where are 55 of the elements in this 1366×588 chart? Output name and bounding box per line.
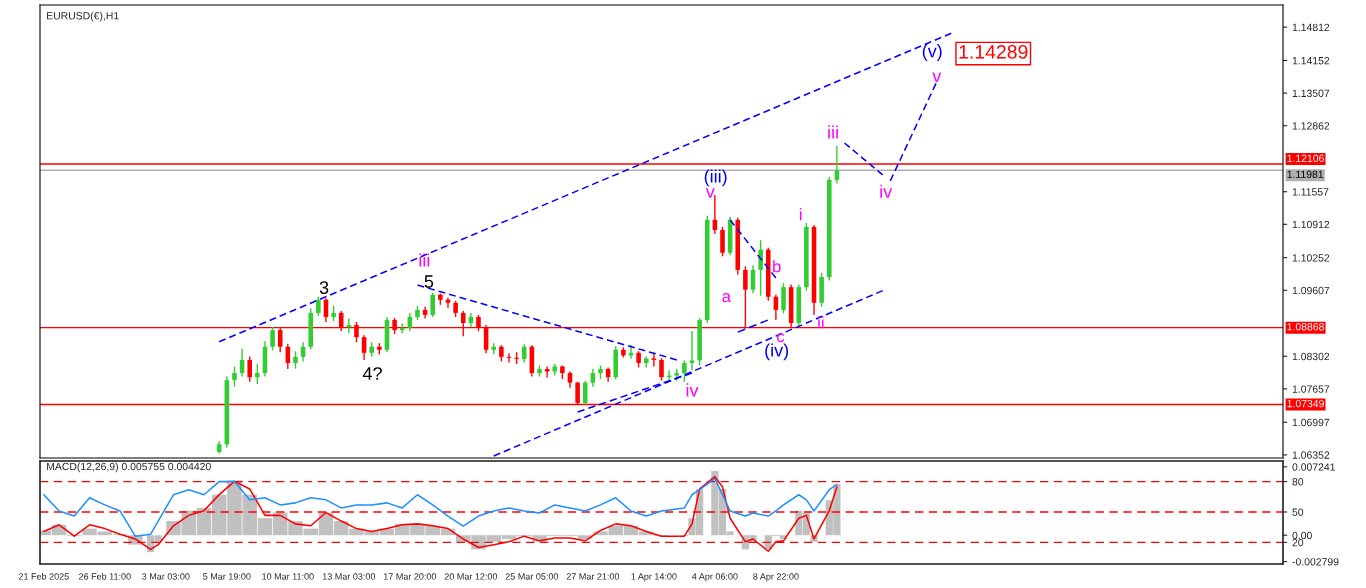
annotation: iv [880, 184, 893, 198]
x-tick-label: 3 Mar 03:00 [142, 573, 190, 580]
y-tick-label: 1.12862 [1292, 122, 1330, 130]
y2-tick-label: 20 [1292, 538, 1304, 547]
text: EURUSD(€),H1 [47, 11, 119, 22]
chart-title: MACD(12,26,9) 0.005755 0.004420 [47, 462, 211, 473]
annotation: 3 [319, 281, 329, 294]
y-tick-label: 1.11557 [1292, 188, 1329, 196]
x-tick-label: 4 Apr 06:00 [692, 573, 738, 582]
annotation: (iii) [704, 169, 727, 187]
y-tick-label: 1.08302 [1292, 352, 1330, 361]
y-tick-label: 1.09607 [1292, 286, 1330, 295]
annotation: 5 [424, 275, 434, 288]
ref-line-label: 1.11981 [1287, 170, 1324, 178]
annotation: ii [818, 316, 824, 329]
y-tick-label: 1.06352 [1292, 451, 1330, 459]
ref-line-label: 1.07349 [1287, 399, 1324, 408]
y-tick-label: 1.10252 [1292, 254, 1330, 262]
x-tick-label: 25 Mar 05:00 [505, 573, 559, 580]
y-tick-label: 1.10912 [1292, 220, 1330, 229]
annotation: c [777, 333, 785, 343]
annotation: v [705, 188, 715, 198]
x-tick-label: 8 Apr 22:00 [753, 573, 799, 582]
annotation: b [773, 260, 781, 273]
annotation: (iv) [765, 343, 789, 361]
x-tick-label: 20 Mar 12:00 [444, 573, 498, 580]
x-tick-label: 5 Mar 19:00 [203, 573, 251, 580]
y-tick-label: -0.002799 [1292, 558, 1339, 566]
y-tick-label: 1.07657 [1292, 385, 1330, 393]
annotation: i [799, 208, 802, 221]
ref-line-label: 1.12106 [1287, 154, 1324, 162]
x-tick-label: 26 Feb 11:00 [79, 573, 131, 580]
x-tick-label: 17 Mar 20:00 [383, 573, 437, 580]
y-tick-label: 1.06997 [1292, 418, 1330, 427]
annotation: v [932, 72, 942, 82]
annotation: (v) [922, 44, 942, 61]
annotation: iii [419, 253, 430, 267]
annotation: 4? [362, 367, 382, 380]
x-tick-label: 21 Feb 2025 [18, 573, 69, 580]
y-tick-label: 1.14812 [1292, 23, 1330, 32]
y2-tick-label: 80 [1292, 478, 1304, 486]
x-tick-label: 13 Mar 03:00 [322, 573, 376, 580]
ref-line-label: 1.08868 [1287, 323, 1324, 331]
y-tick-label: 1.14152 [1292, 57, 1330, 65]
annotation: a [722, 293, 731, 303]
y2-tick-label: 50 [1292, 508, 1304, 516]
y-tick-label: 0.007241 [1292, 463, 1335, 471]
x-tick-label: 1 Apr 14:00 [631, 573, 677, 582]
annotation: iii [828, 125, 838, 139]
y-tick-label: 0.00 [1292, 531, 1312, 540]
x-tick-label: 10 Mar 11:00 [262, 573, 314, 580]
x-tick-label: 27 Mar 21:00 [566, 573, 620, 580]
annotation: 1.14289 [959, 44, 1028, 59]
annotation: iv [686, 383, 699, 397]
y-tick-label: 1.13507 [1292, 89, 1330, 97]
